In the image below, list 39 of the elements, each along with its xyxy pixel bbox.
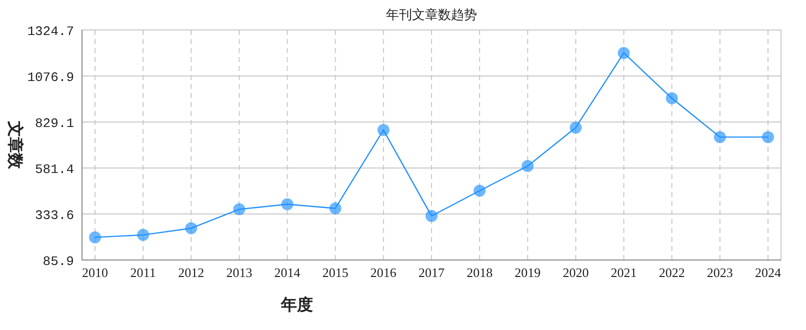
x-tick-label: 2019 <box>514 265 541 280</box>
point <box>137 228 150 241</box>
x-tick-label: 2012 <box>178 265 204 280</box>
x-tick-label: 2022 <box>658 265 685 280</box>
y-tick-label: 85.9 <box>42 254 74 269</box>
point <box>522 160 534 172</box>
point <box>618 46 630 59</box>
y-tick-label: 1076.9 <box>27 70 74 86</box>
point <box>329 202 342 214</box>
y-tick-label: 1324.7 <box>27 24 74 39</box>
point <box>185 222 198 234</box>
point <box>762 131 774 144</box>
x-tick-label: 2010 <box>82 265 108 280</box>
x-tick-label: 2024 <box>755 265 782 280</box>
x-tick-label: 2023 <box>706 265 733 280</box>
y-tick-label: 581.4 <box>34 162 74 178</box>
point <box>377 124 390 136</box>
point <box>426 210 438 222</box>
point <box>474 184 486 197</box>
x-tick-label: 2011 <box>130 265 156 280</box>
x-tick-label: 2015 <box>322 265 348 280</box>
x-tick-label: 2021 <box>610 265 637 280</box>
point <box>570 122 582 134</box>
x-tick-label: 2016 <box>370 265 397 280</box>
x-tick-label: 2013 <box>226 265 252 280</box>
x-tick-label: 2018 <box>466 265 493 280</box>
y-tick-label: 333.6 <box>34 208 74 224</box>
point <box>666 92 678 104</box>
x-tick-label: 2014 <box>274 265 301 280</box>
point <box>233 203 246 216</box>
point <box>281 198 294 210</box>
chart-title: 年刊文章数趋势 <box>386 7 477 22</box>
x-tick-label: 2017 <box>418 265 445 280</box>
x-axis-title: 年度 <box>280 295 313 314</box>
point <box>89 231 101 244</box>
y-tick-label: 829.1 <box>34 116 74 132</box>
y-axis-title: 文章数 <box>6 120 24 170</box>
x-tick-label: 2020 <box>562 265 589 280</box>
point <box>714 131 726 144</box>
